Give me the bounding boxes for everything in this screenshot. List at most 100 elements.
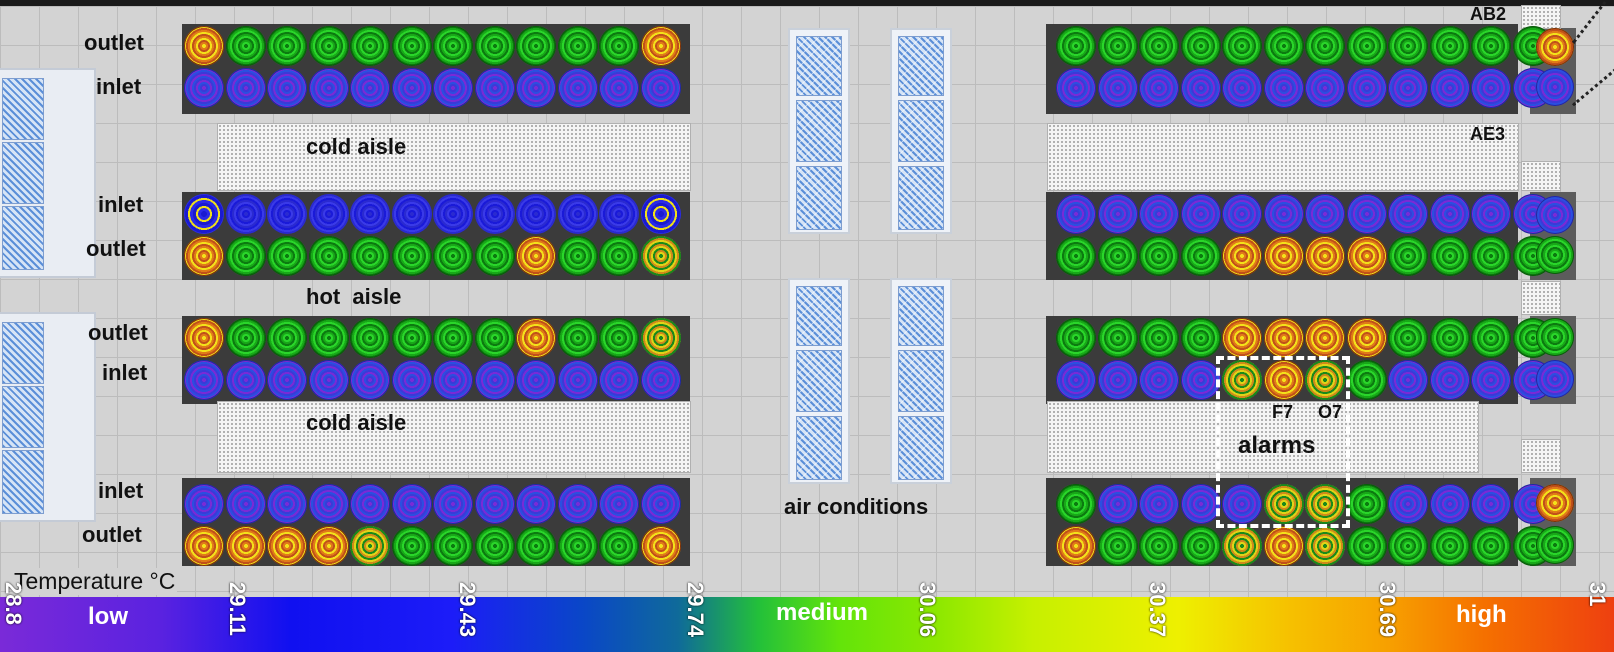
sensor-right-row3-inlet-9[interactable] — [1388, 360, 1428, 400]
sensor-left-row4-inlet-6[interactable] — [391, 484, 432, 524]
sensor-left-row1-inlet-10[interactable] — [557, 68, 598, 108]
sensor-left-row3-outlet-6[interactable] — [391, 318, 432, 358]
sensor-right-row3-outlet-2[interactable] — [1097, 318, 1138, 358]
sensor-right-row4-inlet-4[interactable] — [1180, 484, 1221, 524]
sensor-left-row3-inlet-8[interactable] — [474, 360, 515, 400]
sensor-left-row2-outlet-9[interactable] — [516, 236, 556, 276]
sensor-right-row1-inlet-2[interactable] — [1097, 68, 1138, 108]
sensor-left-row1-inlet-2[interactable] — [225, 68, 266, 108]
sensor-left-row1-inlet-6[interactable] — [391, 68, 432, 108]
sensor-left-row1-outlet-2[interactable] — [225, 26, 266, 66]
sensor-right-row3-outlet-3[interactable] — [1139, 318, 1179, 358]
sensor-right-row3-outlet-9[interactable] — [1388, 318, 1428, 358]
sensor-left-row4-inlet-3[interactable] — [267, 484, 307, 524]
sensor-right-row1-outlet-7[interactable] — [1305, 26, 1345, 66]
sensor-left-row3-inlet-2[interactable] — [225, 360, 266, 400]
sensor-left-row4-outlet-11[interactable] — [599, 526, 639, 566]
sensor-left-row1-inlet-4[interactable] — [308, 68, 349, 108]
sensor-left-row4-outlet-5[interactable] — [350, 526, 390, 566]
sensor-left-row4-outlet-10[interactable] — [557, 526, 598, 566]
sensor-right-row2-inlet-2[interactable] — [1097, 194, 1138, 234]
sensor-right-row1-outlet-6[interactable] — [1263, 26, 1304, 66]
sensor-right-row3-inlet-5[interactable] — [1222, 360, 1262, 400]
sensor-left-row3-outlet-4[interactable] — [308, 318, 349, 358]
sensor-right-row2-inlet-8[interactable] — [1346, 194, 1387, 234]
sensor-left-row3-outlet-7[interactable] — [433, 318, 473, 358]
sensor-left-row1-inlet-5[interactable] — [350, 68, 390, 108]
sensor-left-row1-inlet-8[interactable] — [474, 68, 515, 108]
sensor-right-row1-outlet-11[interactable] — [1471, 26, 1511, 66]
sensor-left-row2-outlet-12[interactable] — [640, 236, 681, 276]
sensor-left-row4-outlet-3[interactable] — [267, 526, 307, 566]
sensor-left-row3-inlet-11[interactable] — [599, 360, 639, 400]
sensor-right-row1-inlet-3[interactable] — [1139, 68, 1179, 108]
sensor-right-row2-outlet-6[interactable] — [1263, 236, 1304, 276]
sensor-right-row4-outlet-1[interactable] — [1056, 526, 1096, 566]
sensor-right-row4-outlet-9[interactable] — [1388, 526, 1428, 566]
sensor-left-row2-inlet-9[interactable] — [516, 194, 556, 234]
sensor-left-row3-inlet-7[interactable] — [433, 360, 473, 400]
sensor-right-row1-inlet-5[interactable] — [1222, 68, 1262, 108]
sensor-left-row1-outlet-10[interactable] — [557, 26, 598, 66]
sensor-left-row1-outlet-9[interactable] — [516, 26, 556, 66]
sensor-right-row1-inlet-4[interactable] — [1180, 68, 1221, 108]
sensor-right-row2-inlet-3[interactable] — [1139, 194, 1179, 234]
sensor-left-row1-inlet-3[interactable] — [267, 68, 307, 108]
sensor-left-row2-outlet-2[interactable] — [225, 236, 266, 276]
sensor-right-row3-inlet-6[interactable] — [1263, 360, 1304, 400]
sensor-right-row2-inlet-9[interactable] — [1388, 194, 1428, 234]
sensor-right-row4-inlet-7[interactable] — [1305, 484, 1345, 524]
sensor-right-row2-inlet-10[interactable] — [1429, 194, 1470, 234]
sensor-right-row4-outlet-11[interactable] — [1471, 526, 1511, 566]
sensor-right-row3-outlet-6[interactable] — [1263, 318, 1304, 358]
sensor-left-row2-outlet-7[interactable] — [433, 236, 473, 276]
sensor-right-row1-inlet-1[interactable] — [1056, 68, 1096, 108]
sensor-left-row3-outlet-1[interactable] — [184, 318, 224, 358]
sensor-left-row3-inlet-10[interactable] — [557, 360, 598, 400]
sensor-left-row1-outlet-8[interactable] — [474, 26, 515, 66]
sensor-left-row3-inlet-4[interactable] — [308, 360, 349, 400]
sensor-left-row3-inlet-3[interactable] — [267, 360, 307, 400]
sensor-left-row2-inlet-6[interactable] — [391, 194, 432, 234]
sensor-left-row2-outlet-6[interactable] — [391, 236, 432, 276]
sensor-left-row2-inlet-1[interactable] — [184, 194, 224, 234]
sensor-left-row4-inlet-12[interactable] — [640, 484, 681, 524]
sensor-left-row3-outlet-11[interactable] — [599, 318, 639, 358]
sensor-left-row3-inlet-1[interactable] — [184, 360, 224, 400]
sensor-right-row2-outlet-7[interactable] — [1305, 236, 1345, 276]
sensor-right-row3-outlet-1[interactable] — [1056, 318, 1096, 358]
sensor-right-row1-outlet-2[interactable] — [1097, 26, 1138, 66]
sensor-right-row4-inlet-8[interactable] — [1346, 484, 1387, 524]
sensor-left-row3-outlet-10[interactable] — [557, 318, 598, 358]
sensor-right-row3-inlet-7[interactable] — [1305, 360, 1345, 400]
sensor-right-row1-inlet-7[interactable] — [1305, 68, 1345, 108]
sensor-right-row1-inlet-11[interactable] — [1471, 68, 1511, 108]
sensor-right-row3-inlet-2[interactable] — [1097, 360, 1138, 400]
sensor-far-right-4[interactable] — [1536, 236, 1574, 274]
sensor-right-row1-outlet-1[interactable] — [1056, 26, 1096, 66]
sensor-left-row2-inlet-7[interactable] — [433, 194, 473, 234]
sensor-right-row2-outlet-1[interactable] — [1056, 236, 1096, 276]
sensor-right-row1-outlet-3[interactable] — [1139, 26, 1179, 66]
sensor-right-row3-inlet-8[interactable] — [1346, 360, 1387, 400]
sensor-left-row4-inlet-5[interactable] — [350, 484, 390, 524]
sensor-left-row4-inlet-4[interactable] — [308, 484, 349, 524]
sensor-right-row4-inlet-11[interactable] — [1471, 484, 1511, 524]
sensor-left-row4-outlet-4[interactable] — [308, 526, 349, 566]
sensor-right-row2-inlet-6[interactable] — [1263, 194, 1304, 234]
sensor-right-row1-outlet-10[interactable] — [1429, 26, 1470, 66]
sensor-left-row4-outlet-6[interactable] — [391, 526, 432, 566]
sensor-right-row4-outlet-7[interactable] — [1305, 526, 1345, 566]
sensor-left-row2-outlet-8[interactable] — [474, 236, 515, 276]
sensor-left-row4-inlet-11[interactable] — [599, 484, 639, 524]
sensor-far-right-8[interactable] — [1536, 526, 1574, 564]
sensor-far-right-7[interactable] — [1536, 484, 1574, 522]
sensor-left-row4-outlet-8[interactable] — [474, 526, 515, 566]
sensor-right-row3-outlet-7[interactable] — [1305, 318, 1345, 358]
sensor-right-row4-outlet-3[interactable] — [1139, 526, 1179, 566]
sensor-left-row1-outlet-1[interactable] — [184, 26, 224, 66]
sensor-left-row2-outlet-3[interactable] — [267, 236, 307, 276]
sensor-right-row1-outlet-4[interactable] — [1180, 26, 1221, 66]
sensor-left-row3-outlet-12[interactable] — [640, 318, 681, 358]
sensor-left-row1-outlet-3[interactable] — [267, 26, 307, 66]
